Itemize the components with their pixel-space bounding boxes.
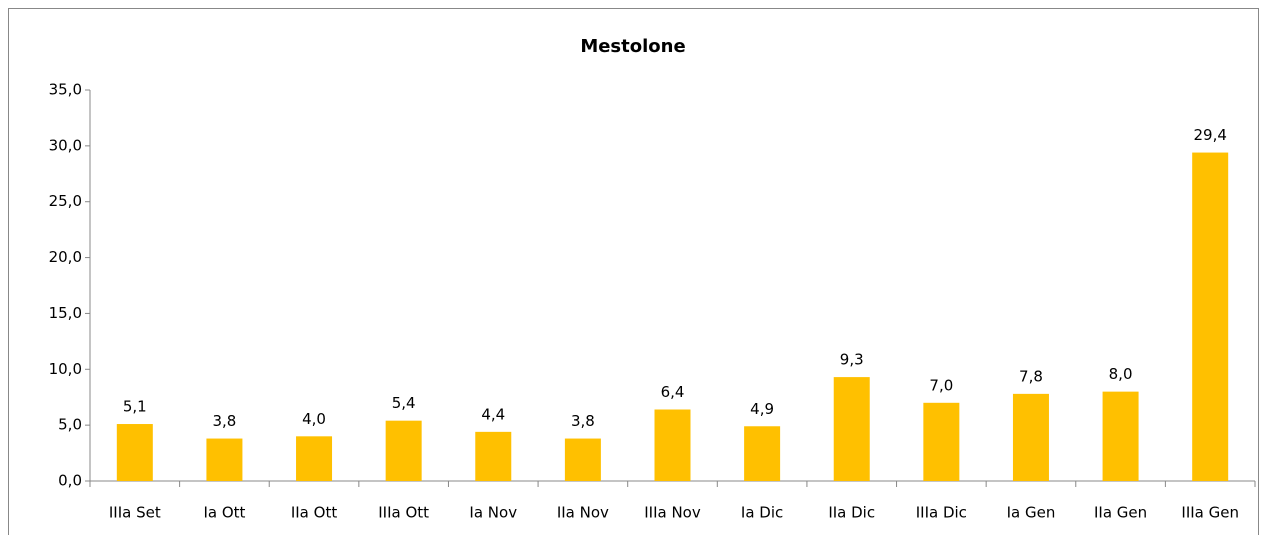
y-tick-label: 20,0 xyxy=(49,248,82,266)
y-tick-label: 30,0 xyxy=(49,136,82,154)
value-label: 7,8 xyxy=(1019,367,1043,385)
bar xyxy=(923,402,960,481)
bar xyxy=(1012,393,1049,481)
y-tick-label: 35,0 xyxy=(49,81,82,99)
bar xyxy=(833,377,870,481)
x-tick-label: IIIa Nov xyxy=(644,504,701,522)
value-label: 9,3 xyxy=(840,351,864,369)
x-tick-label: IIIa Gen xyxy=(1181,504,1239,522)
x-tick-label: Ia Nov xyxy=(469,504,517,522)
value-label: 4,4 xyxy=(481,405,505,423)
chart-title: Mestolone xyxy=(580,36,685,57)
bar xyxy=(116,424,153,481)
y-tick-label: 10,0 xyxy=(49,360,82,378)
bar xyxy=(475,431,512,481)
bar xyxy=(385,420,422,481)
x-tick-label: Ia Ott xyxy=(203,504,245,522)
chart-border xyxy=(8,8,1259,535)
bar xyxy=(654,409,691,481)
x-tick-label: IIIa Set xyxy=(109,504,161,522)
value-label: 8,0 xyxy=(1109,365,1133,383)
value-label: 29,4 xyxy=(1193,126,1226,144)
value-label: 3,8 xyxy=(571,412,595,430)
value-label: 3,8 xyxy=(212,412,236,430)
x-tick-label: IIa Gen xyxy=(1094,504,1147,522)
x-tick-label: IIIa Ott xyxy=(378,504,429,522)
x-tick-label: IIa Ott xyxy=(291,504,337,522)
value-label: 4,9 xyxy=(750,400,774,418)
x-tick-label: IIIa Dic xyxy=(916,504,967,522)
value-label: 7,0 xyxy=(929,376,953,394)
bar xyxy=(1102,391,1139,481)
x-tick-label: IIa Nov xyxy=(557,504,609,522)
bar xyxy=(744,426,781,481)
value-label: 5,4 xyxy=(392,394,416,412)
bar xyxy=(206,438,243,481)
value-label: 4,0 xyxy=(302,410,326,428)
bar xyxy=(296,436,333,481)
y-tick-label: 5,0 xyxy=(58,416,82,434)
x-tick-label: IIa Dic xyxy=(828,504,875,522)
value-label: 6,4 xyxy=(661,383,685,401)
bar xyxy=(564,438,601,481)
bar xyxy=(1192,152,1229,481)
x-tick-label: Ia Dic xyxy=(741,504,783,522)
x-tick-label: Ia Gen xyxy=(1007,504,1056,522)
y-tick-label: 0,0 xyxy=(58,472,82,490)
y-tick-label: 25,0 xyxy=(49,192,82,210)
y-tick-label: 15,0 xyxy=(49,304,82,322)
value-label: 5,1 xyxy=(123,398,147,416)
